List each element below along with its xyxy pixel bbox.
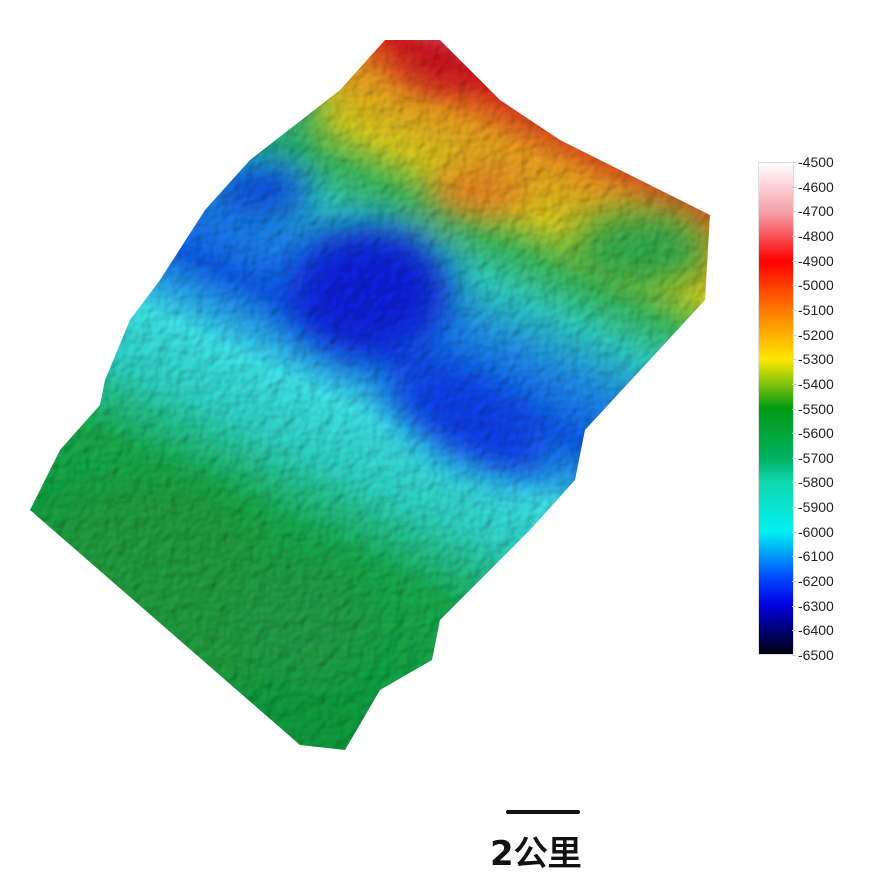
colorbar-tick-label: -5900 xyxy=(792,499,834,516)
depth-colorbar xyxy=(758,162,794,655)
colorbar-tick-label: -4700 xyxy=(792,203,834,220)
colorbar-tick-label: -5100 xyxy=(792,301,834,318)
colorbar-tick-label: -6200 xyxy=(792,573,834,590)
colorbar-tick-label: -4800 xyxy=(792,227,834,244)
colorbar-tick-label: -5400 xyxy=(792,375,834,392)
deep-basin xyxy=(290,225,450,355)
colorbar-tick-label: -6400 xyxy=(792,622,834,639)
colorbar-tick-label: -6500 xyxy=(792,647,834,663)
scale-bar xyxy=(506,810,580,814)
colorbar-tick-label: -6000 xyxy=(792,523,834,540)
colorbar-tick-label: -5500 xyxy=(792,400,834,417)
colorbar-tick-label: -6100 xyxy=(792,548,834,565)
colorbar-tick-label: -5200 xyxy=(792,326,834,343)
scale-label: 2公里 xyxy=(490,834,582,874)
colorbar-tick-label: -4900 xyxy=(792,252,834,269)
colorbar-tick-label: -4500 xyxy=(792,154,834,170)
colorbar-tick-label: -5700 xyxy=(792,449,834,466)
colorbar-tick-label: -5300 xyxy=(792,351,834,368)
colorbar-tick-label: -5800 xyxy=(792,474,834,491)
colorbar-tick-label: -5600 xyxy=(792,425,834,442)
colorbar-tick-label: -5000 xyxy=(792,277,834,294)
colorbar-tick-label: -4600 xyxy=(792,178,834,195)
colorbar-tick-label: -6300 xyxy=(792,597,834,614)
